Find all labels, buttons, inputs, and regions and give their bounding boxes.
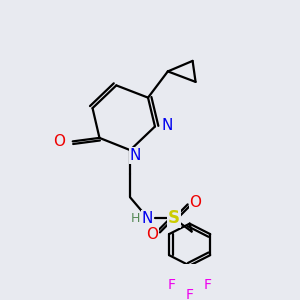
Text: F: F bbox=[186, 288, 194, 300]
Text: O: O bbox=[53, 134, 65, 149]
Text: H: H bbox=[130, 212, 140, 225]
Text: O: O bbox=[190, 195, 202, 210]
Text: F: F bbox=[203, 278, 211, 292]
Text: N: N bbox=[130, 148, 141, 163]
Text: O: O bbox=[146, 226, 158, 242]
Text: F: F bbox=[168, 278, 176, 292]
Text: N: N bbox=[141, 211, 153, 226]
Text: S: S bbox=[168, 209, 180, 227]
Text: N: N bbox=[162, 118, 173, 133]
